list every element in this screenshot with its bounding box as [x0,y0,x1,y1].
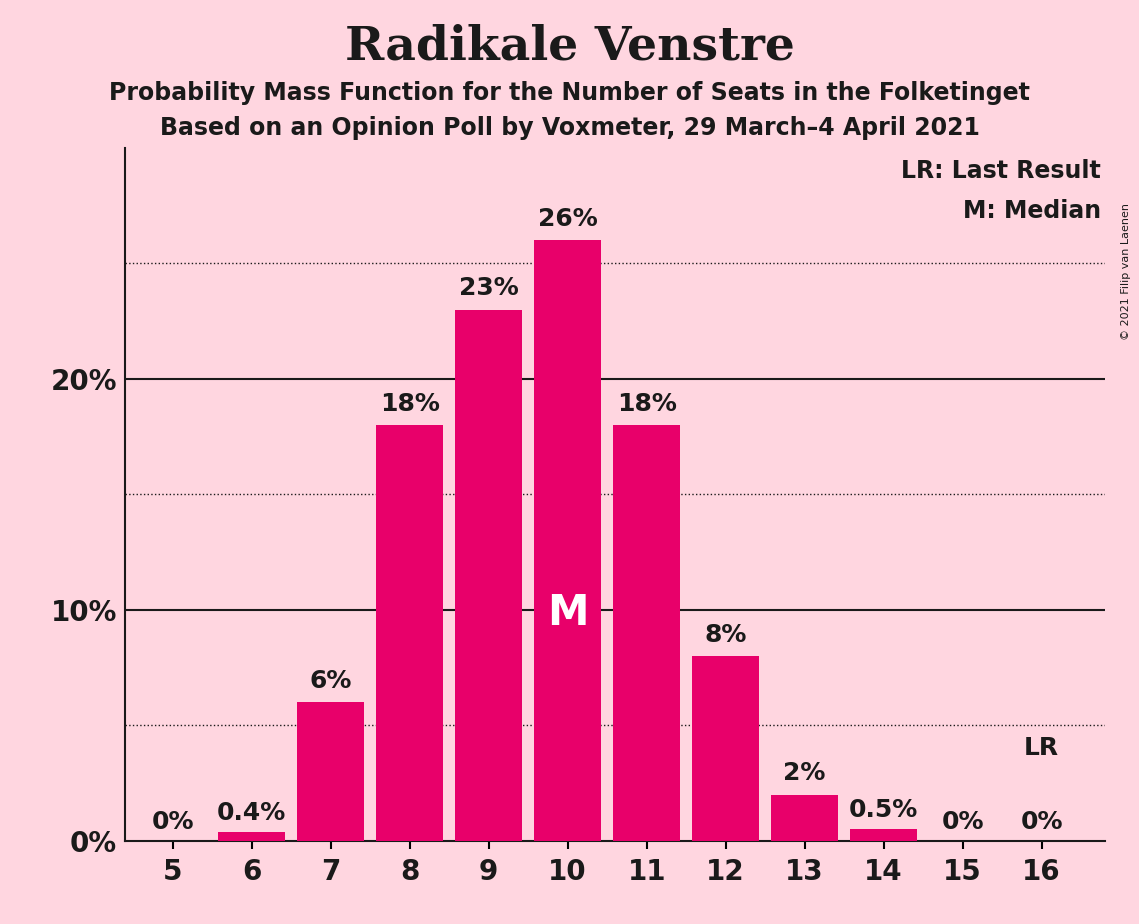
Text: 8%: 8% [704,623,747,647]
Text: © 2021 Filip van Laenen: © 2021 Filip van Laenen [1121,203,1131,340]
Bar [771,795,838,841]
Text: M: M [547,591,589,634]
Text: M: Median: M: Median [962,199,1101,223]
Text: LR: LR [1024,736,1059,760]
Text: 6%: 6% [310,669,352,693]
Bar [534,240,601,841]
Bar [613,425,680,841]
Text: Probability Mass Function for the Number of Seats in the Folketinget: Probability Mass Function for the Number… [109,81,1030,105]
Text: 26%: 26% [538,207,598,231]
Text: 0%: 0% [1021,810,1063,834]
Bar [693,656,760,841]
Text: 0%: 0% [942,810,984,834]
Text: LR: Last Result: LR: Last Result [901,159,1101,183]
Bar [297,702,364,841]
Text: Based on an Opinion Poll by Voxmeter, 29 March–4 April 2021: Based on an Opinion Poll by Voxmeter, 29… [159,116,980,140]
Bar [456,310,523,841]
Text: 0.5%: 0.5% [849,798,918,822]
Text: 0.4%: 0.4% [218,801,286,825]
Text: 18%: 18% [616,392,677,416]
Text: 2%: 2% [784,761,826,785]
Bar [376,425,443,841]
Text: 18%: 18% [379,392,440,416]
Text: 23%: 23% [459,276,518,300]
Bar [218,832,285,841]
Text: 0%: 0% [151,810,194,834]
Text: Radikale Venstre: Radikale Venstre [345,23,794,69]
Bar [850,830,917,841]
